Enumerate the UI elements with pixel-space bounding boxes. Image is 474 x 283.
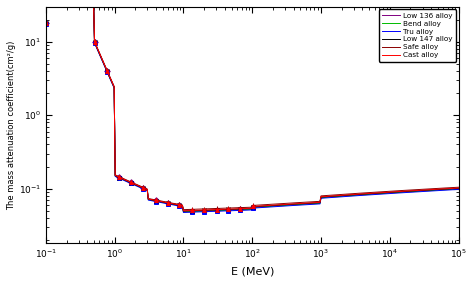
Low 147 alloy [209, 208, 214, 212]
Line: Low 136 alloy: Low 136 alloy [46, 0, 458, 211]
Low 147 alloy [456, 186, 461, 190]
Low 147 alloy [305, 201, 310, 205]
Low 136 alloy [305, 202, 310, 205]
Low 136 alloy [179, 203, 184, 207]
Low 136 alloy [209, 209, 214, 212]
Cast alloy [345, 193, 351, 197]
Cast alloy [343, 193, 349, 197]
Bend alloy [181, 210, 186, 214]
Y-axis label: The mass attenuation coefficient(cm²/g): The mass attenuation coefficient(cm²/g) [7, 40, 16, 210]
Tru alloy [179, 205, 184, 208]
Low 147 alloy [179, 204, 184, 207]
Cast alloy [94, 45, 100, 48]
Safe alloy [345, 192, 351, 196]
Low 147 alloy [345, 194, 351, 197]
Bend alloy [456, 187, 461, 191]
Low 136 alloy [94, 45, 100, 48]
Cast alloy [456, 186, 461, 190]
Safe alloy [181, 208, 186, 211]
Line: Low 147 alloy: Low 147 alloy [46, 0, 458, 211]
Bend alloy [343, 194, 349, 198]
Line: Safe alloy: Safe alloy [46, 0, 458, 210]
Safe alloy [456, 186, 461, 189]
Cast alloy [179, 204, 184, 207]
Line: Cast alloy: Cast alloy [46, 0, 458, 211]
Legend: Low 136 alloy, Bend alloy, Tru alloy, Low 147 alloy, Safe alloy, Cast alloy: Low 136 alloy, Bend alloy, Tru alloy, Lo… [379, 9, 456, 62]
Safe alloy [43, 20, 49, 24]
Tru alloy [456, 188, 461, 191]
Bend alloy [94, 46, 100, 49]
Cast alloy [43, 21, 49, 24]
Safe alloy [179, 203, 184, 207]
Tru alloy [345, 195, 351, 198]
Low 136 alloy [343, 194, 349, 197]
Bend alloy [305, 202, 310, 206]
Low 136 alloy [43, 21, 49, 24]
Low 136 alloy [345, 194, 351, 197]
Tru alloy [43, 22, 49, 25]
Cast alloy [305, 201, 310, 205]
Bend alloy [345, 194, 351, 198]
Tru alloy [181, 211, 186, 214]
Low 147 alloy [43, 21, 49, 25]
Tru alloy [94, 46, 100, 50]
Bend alloy [179, 204, 184, 208]
Low 136 alloy [456, 186, 461, 190]
Tru alloy [305, 203, 310, 206]
Safe alloy [94, 44, 100, 48]
Line: Tru alloy: Tru alloy [46, 0, 458, 213]
Safe alloy [209, 207, 214, 210]
Low 147 alloy [94, 45, 100, 49]
Bend alloy [209, 209, 214, 213]
X-axis label: E (MeV): E (MeV) [230, 266, 274, 276]
Safe alloy [305, 200, 310, 204]
Tru alloy [343, 195, 349, 198]
Cast alloy [209, 208, 214, 211]
Low 147 alloy [181, 209, 186, 213]
Cast alloy [181, 209, 186, 213]
Low 147 alloy [343, 194, 349, 197]
Bend alloy [43, 22, 49, 25]
Safe alloy [343, 192, 349, 196]
Low 136 alloy [181, 210, 186, 213]
Tru alloy [209, 210, 214, 213]
Line: Bend alloy: Bend alloy [46, 0, 458, 212]
